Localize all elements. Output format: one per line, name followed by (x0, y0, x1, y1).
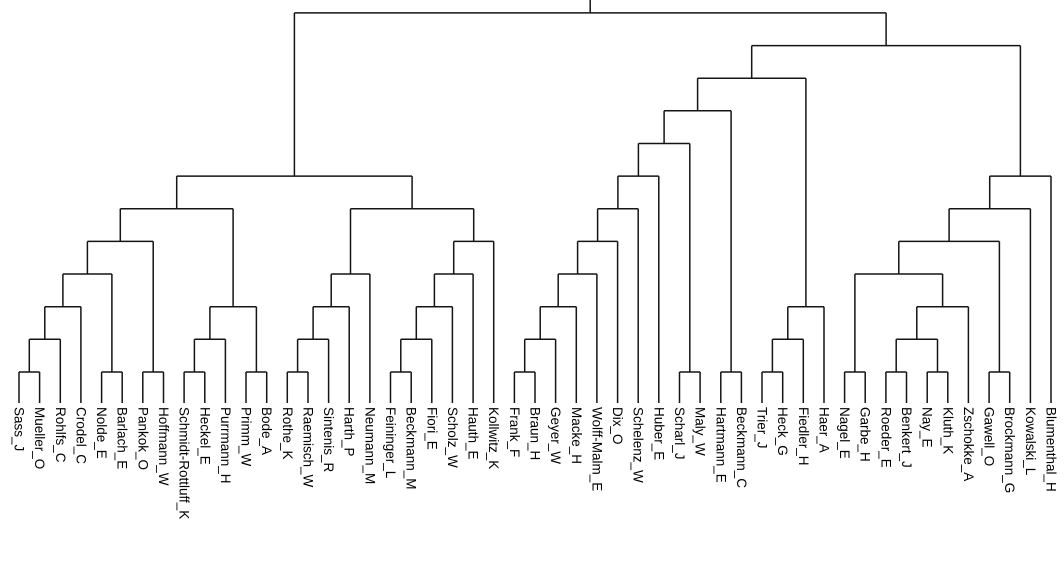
leaf-label-Heckel_E: Heckel_E (197, 407, 212, 465)
leaf-label-Roeder_E: Roeder_E (878, 407, 893, 468)
leaf-label-Kowalski_L: Kowalski_L (1023, 407, 1038, 476)
leaf-label-Dix_O: Dix_O (610, 407, 625, 445)
dendrogram-links (18, 0, 1052, 403)
leaf-label-Feininger_L: Feininger_L (383, 407, 398, 479)
leaf-label-Kollwitz_K: Kollwitz_K (486, 407, 501, 469)
leaf-label-Beckmann_C: Beckmann_C (734, 407, 749, 488)
leaf-label-Rohlfs_C: Rohlfs_C (53, 407, 68, 463)
leaf-label-Macke_H: Macke_H (569, 407, 584, 464)
leaf-label-Hartmann_E: Hartmann_E (713, 407, 728, 483)
leaf-label-Primm_W: Primm_W (239, 407, 254, 466)
leaf-label-Sass_J: Sass_J (12, 407, 27, 451)
leaf-label-Benkert_J: Benkert_J (899, 407, 914, 468)
leaf-label-Brockmann_G: Brockmann_G (1002, 407, 1017, 493)
leaf-label-Hoffmann_W: Hoffmann_W (156, 407, 171, 486)
leaf-label-Scholz_W: Scholz_W (445, 407, 460, 468)
leaf-label-Sintenis_R: Sintenis_R (321, 407, 336, 473)
leaf-label-Schmidt-Rottluff_K: Schmidt-Rottluff_K (177, 407, 192, 519)
leaf-label-Bode_A: Bode_A (259, 407, 274, 455)
leaf-label-Kluth_K: Kluth_K (940, 407, 955, 454)
leaf-label-Raemisch_W: Raemisch_W (301, 407, 316, 488)
leaf-label-Blumenthal_H: Blumenthal_H (1044, 407, 1059, 492)
leaf-label-Nay_E: Nay_E (920, 407, 935, 448)
leaf-label-Frank_F: Frank_F (507, 407, 522, 457)
leaf-label-Nolde_E: Nolde_E (94, 407, 109, 459)
leaf-label-Beckmann_M: Beckmann_M (404, 407, 419, 490)
leaf-label-Barlach_E: Barlach_E (115, 407, 130, 469)
leaf-label-Fiedler_H: Fiedler_H (796, 407, 811, 466)
leaf-label-Wolff-Malm_E: Wolff-Malm_E (589, 407, 604, 491)
leaf-label-Purrmann_H: Purrmann_H (218, 407, 233, 484)
leaf-label-Harth_P: Harth_P (342, 407, 357, 457)
leaf-label-Mueller_O: Mueller_O (32, 407, 47, 469)
leaf-label-Braun_H: Braun_H (528, 407, 543, 460)
leaf-label-Geyer_W: Geyer_W (548, 407, 563, 464)
leaf-label-Neumann_M: Neumann_M (362, 407, 377, 484)
leaf-label-Zschokke_A: Zschokke_A (961, 407, 976, 481)
leaf-label-Garbe_H: Garbe_H (858, 407, 873, 462)
leaf-label-Schelenz_W: Schelenz_W (631, 407, 646, 483)
leaf-label-Crodel_C: Crodel_C (73, 407, 88, 464)
leaf-label-Trier_J: Trier_J (755, 407, 770, 449)
leaf-label-Heck_G: Heck_G (775, 407, 790, 456)
leaf-label-Hauth_E: Hauth_E (466, 407, 481, 460)
leaf-label-Huber_E: Huber_E (651, 407, 666, 460)
leaf-label-Rothe_K: Rothe_K (280, 407, 295, 460)
leaf-label-Maly_W: Maly_W (693, 407, 708, 456)
leaf-label-Gawell_O: Gawell_O (982, 407, 997, 466)
leaf-label-Pankok_O: Pankok_O (135, 407, 150, 470)
leaf-label-Scharl_J: Scharl_J (672, 407, 687, 460)
leaf-label-Haer_A: Haer_A (817, 407, 832, 453)
leaf-label-Fiori_E: Fiori_E (424, 407, 439, 450)
leaf-label-Nagel_E: Nagel_E (837, 407, 852, 459)
